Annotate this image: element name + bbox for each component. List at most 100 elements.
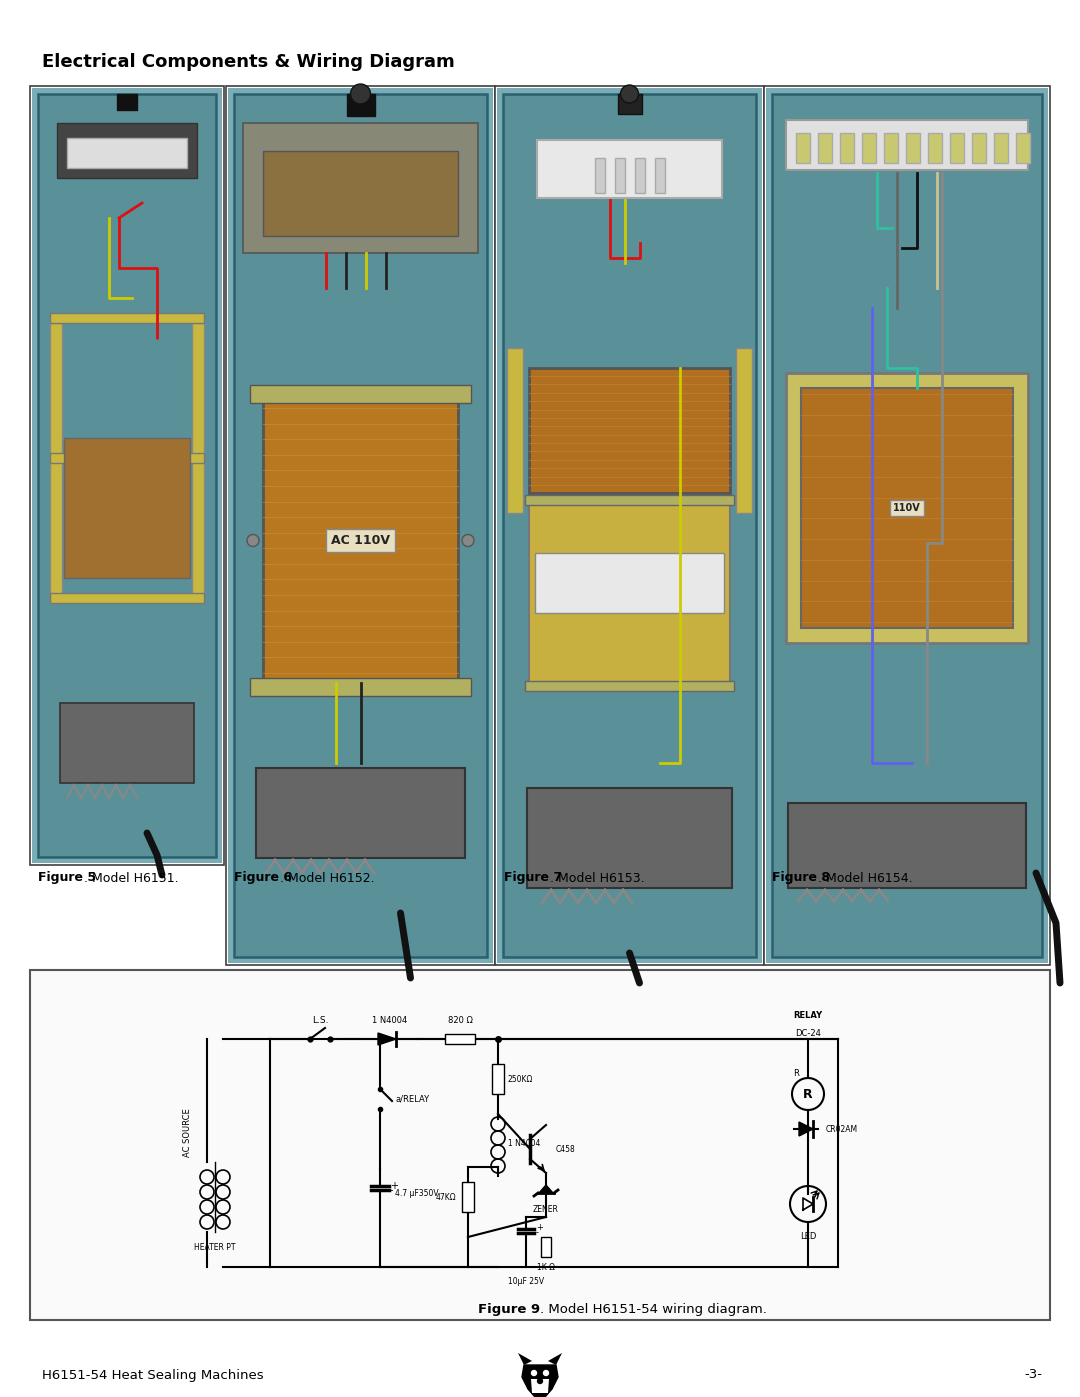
Bar <box>618 94 642 115</box>
Polygon shape <box>539 1185 553 1193</box>
Text: C458: C458 <box>556 1144 576 1154</box>
Bar <box>249 386 471 402</box>
Bar <box>635 158 645 193</box>
Text: Figure 7: Figure 7 <box>504 872 562 884</box>
Bar <box>57 123 197 177</box>
Circle shape <box>543 1370 549 1376</box>
Bar <box>525 495 734 504</box>
Text: 47KΩ: 47KΩ <box>435 1193 456 1201</box>
Bar <box>30 87 224 865</box>
Bar <box>766 88 1048 963</box>
Bar <box>796 133 810 163</box>
Bar <box>818 133 832 163</box>
Text: L.S.: L.S. <box>312 1016 328 1025</box>
Bar <box>950 133 964 163</box>
Bar <box>1016 133 1030 163</box>
Bar <box>537 140 723 198</box>
Bar <box>495 87 764 965</box>
Text: -: - <box>390 1185 393 1194</box>
Text: R: R <box>793 1070 799 1078</box>
Bar <box>226 87 495 965</box>
Bar <box>529 503 730 683</box>
Polygon shape <box>548 1354 562 1365</box>
Bar <box>541 1236 551 1257</box>
Bar <box>764 87 1050 965</box>
Polygon shape <box>531 1379 549 1393</box>
Bar <box>234 94 487 957</box>
Bar <box>772 94 1042 957</box>
Text: -3-: -3- <box>1024 1369 1042 1382</box>
Text: . Model H6151.: . Model H6151. <box>84 872 179 884</box>
Bar <box>249 678 471 696</box>
Bar <box>228 88 492 963</box>
Circle shape <box>247 535 259 546</box>
Bar <box>243 123 478 253</box>
Circle shape <box>351 84 370 103</box>
Text: . Model H6153.: . Model H6153. <box>551 872 645 884</box>
Bar <box>594 158 605 193</box>
Text: Figure 6: Figure 6 <box>234 872 292 884</box>
Bar <box>60 703 194 782</box>
Bar <box>264 151 458 236</box>
Bar <box>67 138 187 168</box>
Bar <box>264 398 458 683</box>
Bar <box>503 94 756 957</box>
Text: +: + <box>536 1222 543 1232</box>
Text: -: - <box>536 1228 539 1238</box>
Text: 820 Ω: 820 Ω <box>447 1016 472 1025</box>
Text: DC-24: DC-24 <box>795 1030 821 1038</box>
Text: 1 N4004: 1 N4004 <box>508 1140 540 1148</box>
Bar <box>786 373 1028 643</box>
Text: . Model H6152.: . Model H6152. <box>281 872 375 884</box>
Bar <box>50 453 204 462</box>
Bar <box>529 367 730 493</box>
Bar <box>525 680 734 692</box>
Bar <box>788 803 1026 888</box>
Polygon shape <box>518 1354 532 1365</box>
Text: RELAY: RELAY <box>794 1011 823 1020</box>
Bar <box>786 120 1028 170</box>
Bar <box>840 133 854 163</box>
Polygon shape <box>799 1122 813 1136</box>
Text: R: R <box>804 1087 813 1101</box>
Text: LED: LED <box>800 1232 816 1241</box>
Text: HEATER PT: HEATER PT <box>194 1242 235 1252</box>
Text: 10μF 25V: 10μF 25V <box>508 1277 544 1287</box>
Text: . Model H6154.: . Model H6154. <box>819 872 913 884</box>
Bar <box>654 158 664 193</box>
Circle shape <box>621 85 638 103</box>
Text: . Model H6151-54 wiring diagram.: . Model H6151-54 wiring diagram. <box>540 1303 767 1316</box>
Text: AC SOURCE: AC SOURCE <box>183 1109 191 1157</box>
Bar <box>928 133 942 163</box>
Bar <box>615 158 624 193</box>
Text: ZENER: ZENER <box>534 1206 559 1214</box>
Bar <box>972 133 986 163</box>
Text: CR02AM: CR02AM <box>826 1125 859 1133</box>
Text: Figure 5: Figure 5 <box>38 872 96 884</box>
Bar <box>507 348 523 513</box>
Bar <box>862 133 876 163</box>
Bar <box>885 133 897 163</box>
Bar <box>347 94 375 116</box>
Bar <box>527 788 732 888</box>
Bar <box>735 348 752 513</box>
Bar <box>50 323 62 604</box>
Circle shape <box>538 1379 542 1383</box>
Bar <box>30 970 1050 1320</box>
Text: Figure 9: Figure 9 <box>477 1303 540 1316</box>
Bar <box>256 768 465 858</box>
Bar <box>38 94 216 856</box>
Bar <box>50 592 204 604</box>
Polygon shape <box>378 1032 396 1045</box>
Text: +: + <box>390 1180 399 1192</box>
Text: Figure 8: Figure 8 <box>772 872 831 884</box>
Circle shape <box>462 535 474 546</box>
Text: 1K Ω: 1K Ω <box>537 1263 555 1271</box>
Bar <box>994 133 1008 163</box>
Text: 110V: 110V <box>893 503 921 513</box>
Bar <box>497 88 762 963</box>
Bar <box>117 94 137 110</box>
Bar <box>32 88 222 863</box>
Text: 250KΩ: 250KΩ <box>508 1074 534 1084</box>
Text: AC 110V: AC 110V <box>330 534 390 548</box>
